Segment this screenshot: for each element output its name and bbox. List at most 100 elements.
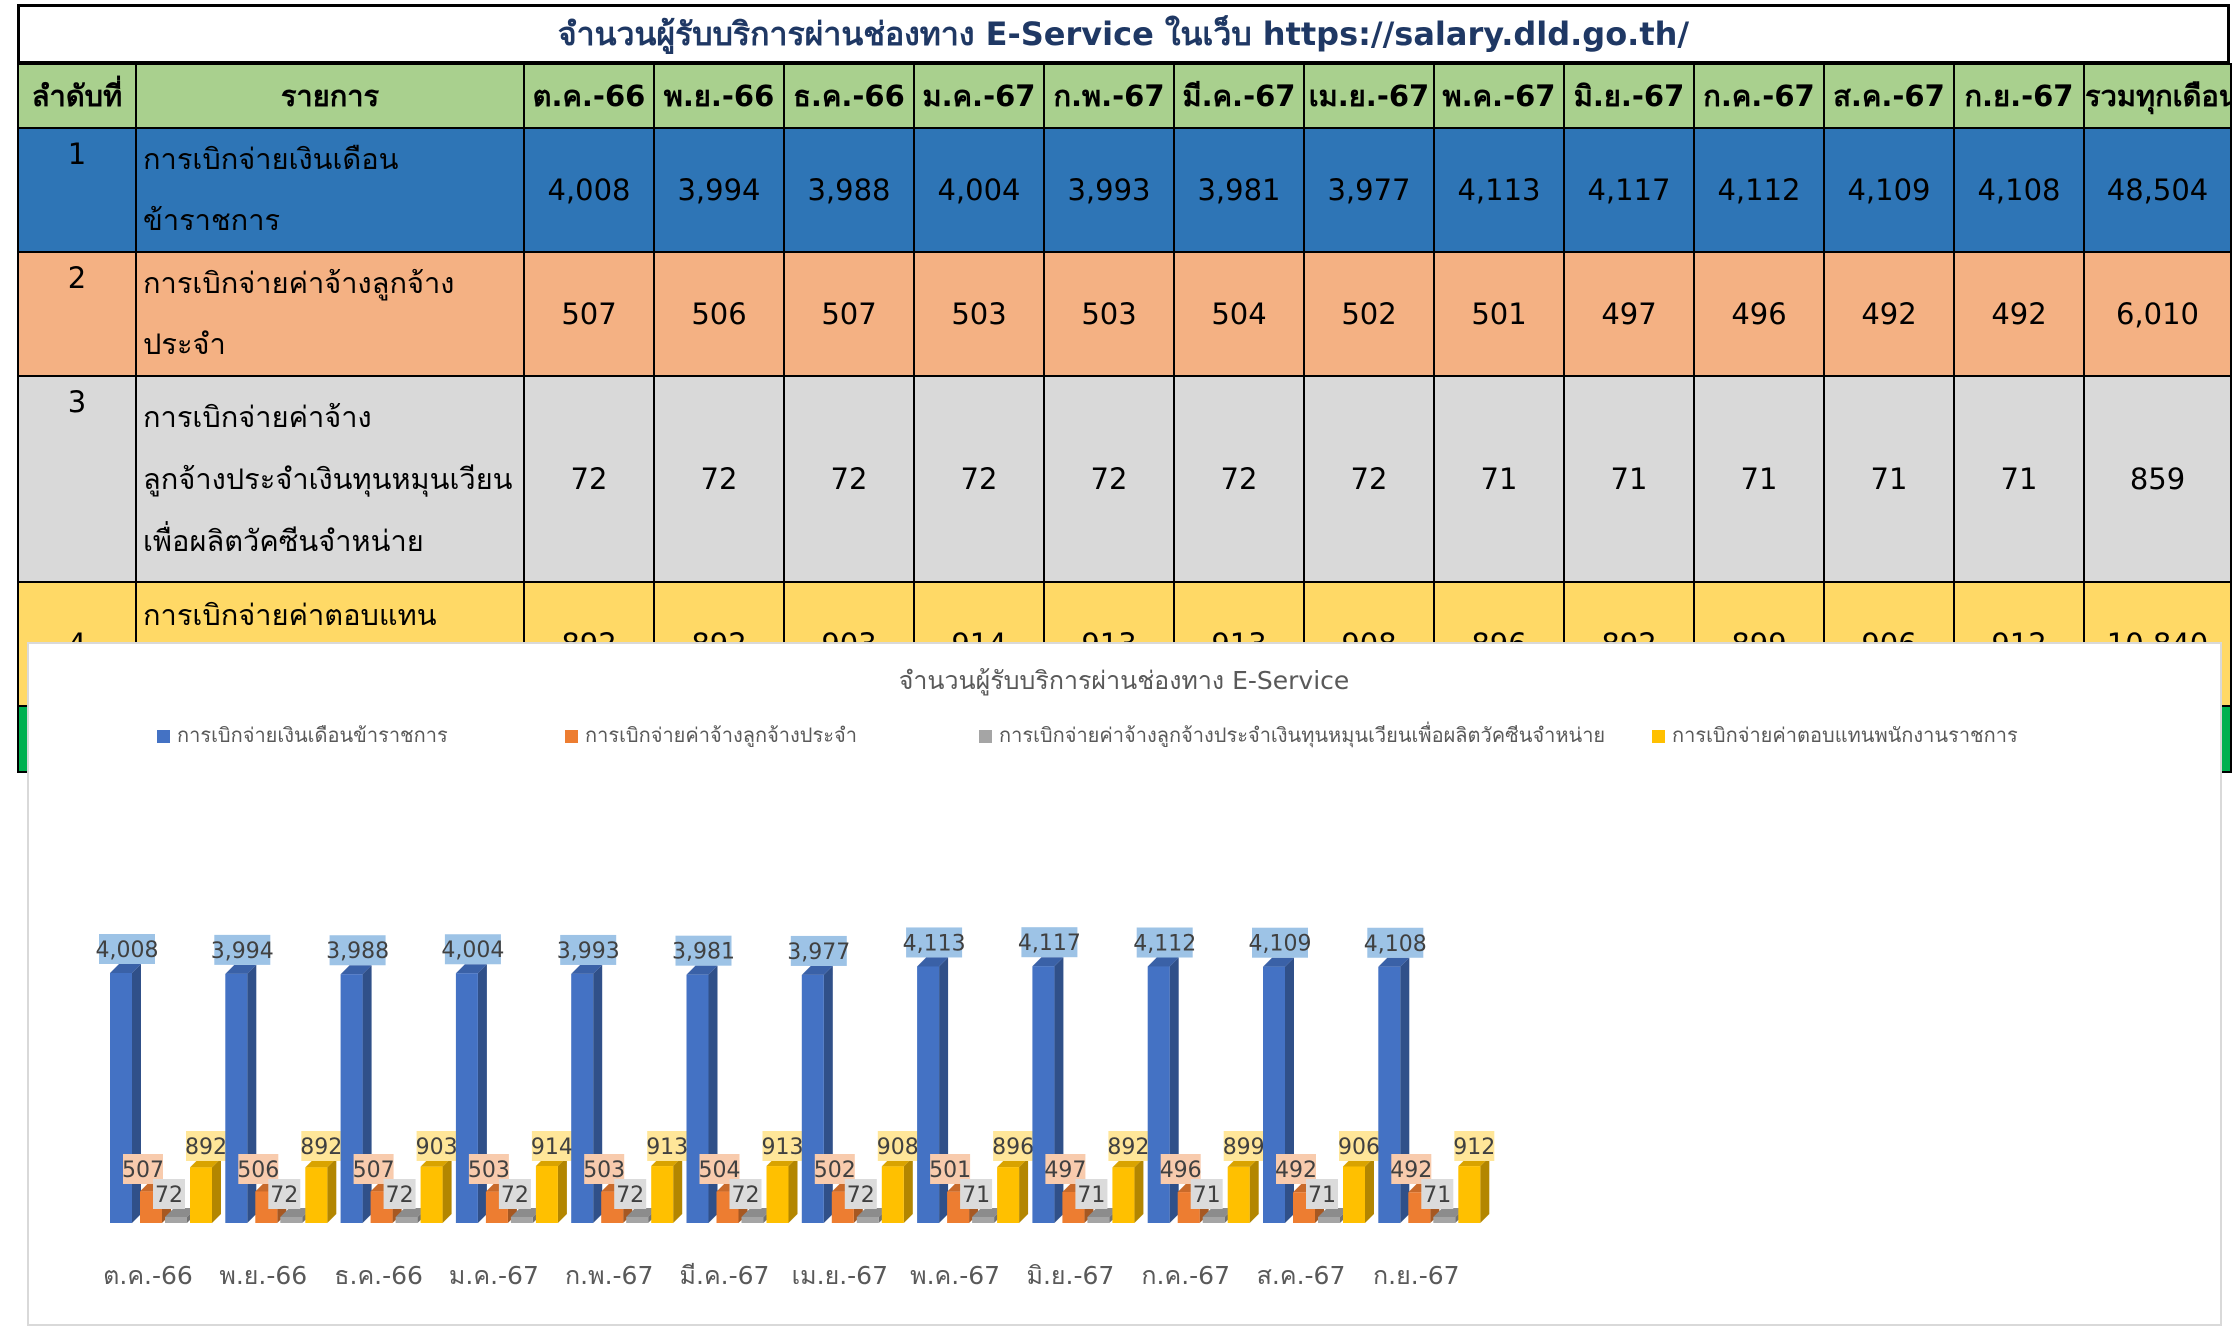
data-label-bg [675, 935, 732, 966]
row-label-line: ลูกจ้างประจำเงินทุนหมุนเวียน [143, 462, 513, 496]
bar-top [686, 965, 718, 975]
x-tick-label: ธ.ค.-66 [334, 1261, 423, 1290]
table-title: จำนวนผู้รับบริการผ่านช่องทาง E-Service ใ… [17, 4, 2230, 64]
value-cell: 4,113 [1433, 127, 1565, 253]
row-label: การเบิกจ่ายค่าจ้างลูกจ้างประจำ [135, 251, 525, 377]
data-label: 4,109 [1249, 932, 1312, 957]
header-cell: พ.ค.-67 [1433, 63, 1565, 129]
data-label-bg [1306, 1179, 1338, 1209]
data-label: 908 [877, 1135, 919, 1160]
value-cell: 497 [1563, 251, 1695, 377]
x-tick-label: มิ.ย.-67 [1026, 1261, 1114, 1290]
data-label-bg [1136, 927, 1193, 958]
data-label: 71 [1423, 1183, 1451, 1208]
data-label: 72 [732, 1183, 760, 1208]
x-tick-label: พ.ค.-67 [910, 1261, 1000, 1290]
row-label-line: การเบิกจ่ายค่าจ้างลูกจ้างประจำ [143, 266, 455, 361]
data-label: 72 [270, 1183, 298, 1208]
data-label: 72 [616, 1183, 644, 1208]
bar-top [1318, 1208, 1349, 1217]
bar [917, 966, 940, 1223]
header-cell: ต.ค.-66 [523, 63, 655, 129]
bar [881, 1166, 904, 1223]
data-label: 71 [1193, 1183, 1221, 1208]
x-tick-label: ก.ย.-67 [1373, 1261, 1460, 1290]
row-label-line: การเบิกจ่ายค่าตอบแทน [143, 598, 437, 632]
data-label: 507 [353, 1158, 395, 1183]
data-label: 3,988 [326, 939, 389, 964]
row-label-line: การเบิกจ่ายค่าจ้าง [143, 400, 372, 434]
header-cell: ลำดับที่ [17, 63, 137, 129]
data-label: 906 [1338, 1135, 1380, 1160]
x-tick-label: ต.ค.-66 [103, 1261, 193, 1290]
data-label: 903 [416, 1135, 458, 1160]
bar-side [708, 965, 718, 1223]
data-label: 71 [1077, 1183, 1105, 1208]
bar-side [557, 1156, 567, 1223]
data-label: 4,108 [1364, 932, 1427, 957]
chart-area: จำนวนผู้รับบริการผ่านช่องทาง E-Service กา… [27, 642, 2222, 1326]
bar [1458, 1166, 1481, 1223]
data-label-bg [614, 1179, 647, 1209]
bar-side [212, 1158, 221, 1223]
bar-side [593, 964, 603, 1223]
data-label-bg [647, 1131, 688, 1161]
bar [395, 1217, 418, 1223]
data-label-bg [153, 1179, 185, 1209]
data-label: 72 [847, 1183, 875, 1208]
data-label-bg [560, 934, 617, 965]
bar-side [903, 1157, 913, 1223]
value-cell: 4,112 [1693, 127, 1825, 253]
x-tick-label: ม.ค.-67 [449, 1261, 539, 1290]
bar-side [1365, 1157, 1374, 1223]
value-cell: 4,108 [1953, 127, 2085, 253]
data-label: 71 [1308, 1183, 1336, 1208]
value-cell: 72 [1303, 375, 1435, 583]
data-label: 72 [155, 1183, 183, 1208]
data-label-bg [1339, 1131, 1379, 1161]
value-cell: 3,977 [1303, 127, 1435, 253]
value-cell: 71 [1433, 375, 1565, 583]
x-tick-label: มี.ค.-67 [680, 1261, 770, 1290]
bar [741, 1217, 764, 1223]
header-cell: พ.ย.-66 [653, 63, 785, 129]
header-cell: ธ.ค.-66 [783, 63, 915, 129]
header-cell: ก.ย.-67 [1953, 63, 2085, 129]
data-label-bg [329, 935, 386, 966]
bar-side [247, 964, 257, 1223]
row-label-line: เพื่อผลิตวัคซีนจำหน่าย [143, 524, 424, 558]
header-cell: มิ.ย.-67 [1563, 63, 1695, 129]
table-row: 1 การเบิกจ่ายเงินเดือนข้าราชการ 4,008 3,994… [17, 127, 2232, 253]
bar-top [1087, 1208, 1119, 1217]
value-cell: 72 [783, 375, 915, 583]
bar [110, 973, 132, 1223]
data-label: 914 [531, 1135, 573, 1160]
bar [340, 974, 363, 1223]
value-cell: 4,109 [1823, 127, 1955, 253]
bar-side [1249, 1157, 1259, 1223]
x-tick-label: ส.ค.-67 [1257, 1261, 1346, 1290]
value-cell: 72 [653, 375, 785, 583]
header-cell: ส.ค.-67 [1823, 63, 1955, 129]
legend-label: การเบิกจ่ายค่าจ้างลูกจ้างประจำ [585, 723, 857, 748]
data-label-bg [1190, 1179, 1223, 1209]
value-cell: 71 [1693, 375, 1825, 583]
value-cell: 859 [2083, 375, 2232, 583]
bar [280, 1217, 303, 1223]
data-label: 4,117 [1018, 931, 1081, 956]
bar-side [1480, 1157, 1490, 1223]
data-label: 3,993 [557, 939, 620, 964]
bar [1318, 1217, 1340, 1223]
data-label: 507 [122, 1158, 164, 1183]
value-cell: 507 [783, 251, 915, 377]
bar [510, 1217, 533, 1223]
legend-swatch [979, 730, 992, 743]
bar [225, 973, 248, 1223]
bar [856, 1217, 879, 1223]
value-cell: 492 [1823, 251, 1955, 377]
legend-label: การเบิกจ่ายค่าจ้างลูกจ้างประจำเงินทุนหมุ… [999, 721, 1605, 748]
legend-label: การเบิกจ่ายค่าตอบแทนพนักงานราชการ [1672, 723, 2018, 747]
bar [1263, 966, 1285, 1223]
data-table: ลำดับที่ รายการ ต.ค.-66 พ.ย.-66 ธ.ค.-66 … [17, 63, 2232, 773]
header-cell: รวมทุกเดือน [2083, 63, 2232, 129]
